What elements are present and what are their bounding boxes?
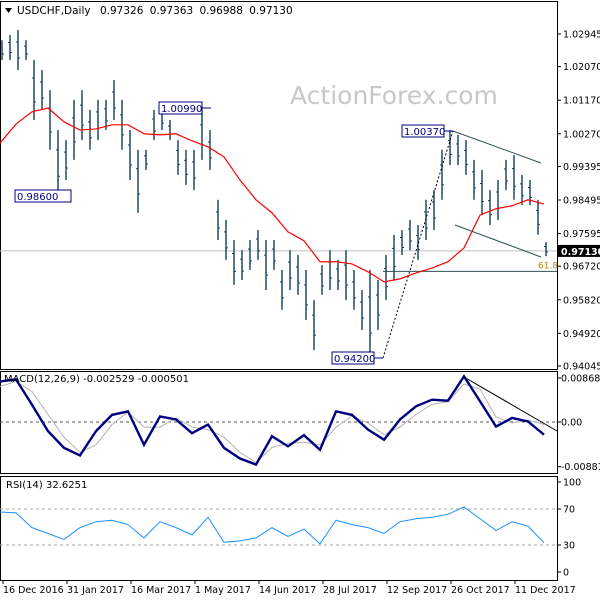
date-axis-label: 12 Sep 2017 bbox=[387, 585, 447, 596]
rsi-panel-frame bbox=[0, 476, 558, 581]
date-axis-label: 1 May 2017 bbox=[195, 585, 251, 596]
swing-high-2-label: 1.00370 bbox=[404, 127, 445, 138]
rsi-axis-label: 100 bbox=[563, 478, 581, 489]
swing-low-1-box bbox=[14, 189, 72, 203]
price-axis-label: 0.94920 bbox=[563, 329, 600, 340]
macd-axis-label: 0.00 bbox=[561, 418, 582, 429]
swing-low-2-box bbox=[331, 351, 375, 365]
current-price-tag-label: 0.97130 bbox=[561, 247, 600, 258]
price-panel: 61.8 0.98600 1.00990 1.00370 0.94200 bbox=[0, 30, 558, 365]
date-axis-label: 14 Jun 2017 bbox=[259, 585, 316, 596]
swing-low-1-label: 0.98600 bbox=[17, 192, 58, 203]
price-axis-label: 0.96720 bbox=[563, 262, 600, 273]
symbol-timeframe: USDCHF,Daily bbox=[17, 5, 91, 17]
rsi-axis-label: 30 bbox=[563, 541, 575, 552]
rsi-axis-label: 0 bbox=[563, 568, 569, 579]
swing-high-2-box bbox=[401, 124, 445, 138]
macd-axis-label: 0.00868 bbox=[561, 374, 600, 385]
swing-low-2-label: 0.94200 bbox=[334, 354, 375, 365]
date-axis-label: 31 Jan 2017 bbox=[67, 585, 124, 596]
channel-upper-line bbox=[452, 130, 542, 164]
date-axis-label: 16 Dec 2016 bbox=[3, 585, 64, 596]
ohlc-high: 0.97363 bbox=[150, 5, 193, 17]
date-axis-label: 28 Jul 2017 bbox=[323, 585, 377, 596]
price-axis-label: 1.01170 bbox=[563, 96, 600, 107]
rsi-line bbox=[0, 506, 545, 545]
price-axis-label: 0.98495 bbox=[563, 195, 600, 206]
ohlc-close: 0.97130 bbox=[249, 5, 292, 17]
ohlc-open: 0.97326 bbox=[100, 5, 144, 17]
channel-lower-line bbox=[454, 224, 542, 258]
rsi-title: RSI(14) 32.6251 bbox=[6, 480, 87, 491]
rsi-panel: RSI(14) 32.6251 bbox=[0, 480, 557, 546]
axes: 1.02945 1.02070 1.01170 1.00270 0.99395 0.984… bbox=[2, 30, 600, 596]
price-axis-label: 0.97595 bbox=[563, 229, 600, 240]
macd-axis-label: -0.008818 bbox=[561, 462, 600, 473]
macd-trendline bbox=[463, 376, 558, 432]
moving-average-line bbox=[0, 107, 545, 283]
swing-high-1-box bbox=[158, 101, 203, 115]
price-axis-label: 1.02070 bbox=[563, 62, 600, 73]
macd-signal-line bbox=[0, 380, 545, 464]
price-panel-frame bbox=[0, 1, 558, 370]
macd-title: MACD(12,26,9) -0.002529 -0.000501 bbox=[4, 374, 189, 385]
date-axis-label: 26 Oct 2017 bbox=[451, 585, 510, 596]
price-axis-label: 0.95820 bbox=[563, 295, 600, 306]
date-axis-label: 11 Dec 2017 bbox=[515, 585, 576, 596]
fib-618-label: 61.8 bbox=[538, 261, 558, 271]
rsi-axis-label: 70 bbox=[563, 505, 575, 516]
triangle-down-icon[interactable] bbox=[5, 8, 12, 13]
price-axis-label: 0.94045 bbox=[563, 361, 600, 372]
price-axis-label: 1.00270 bbox=[563, 129, 600, 140]
svg-text:USDCHF,Daily 0.97326: USDCHF,Daily 0.97326 0.97363 0.96988 0.9… bbox=[17, 5, 293, 17]
price-axis-label: 0.99395 bbox=[563, 162, 600, 173]
macd-panel: MACD(12,26,9) -0.002529 -0.000501 bbox=[0, 374, 558, 467]
price-axis-label: 1.02945 bbox=[563, 30, 600, 41]
macd-line bbox=[0, 374, 545, 467]
fib-swing-line bbox=[382, 130, 454, 359]
ohlc-low: 0.96988 bbox=[199, 5, 242, 17]
swing-high-1-label: 1.00990 bbox=[161, 104, 202, 115]
watermark: ActionForex.com bbox=[290, 81, 498, 110]
chart-header: USDCHF,Daily 0.97326 0.97363 0.96988 0.9… bbox=[5, 5, 293, 17]
date-axis-label: 16 Mar 2017 bbox=[131, 585, 191, 596]
current-price-tag bbox=[558, 244, 600, 257]
